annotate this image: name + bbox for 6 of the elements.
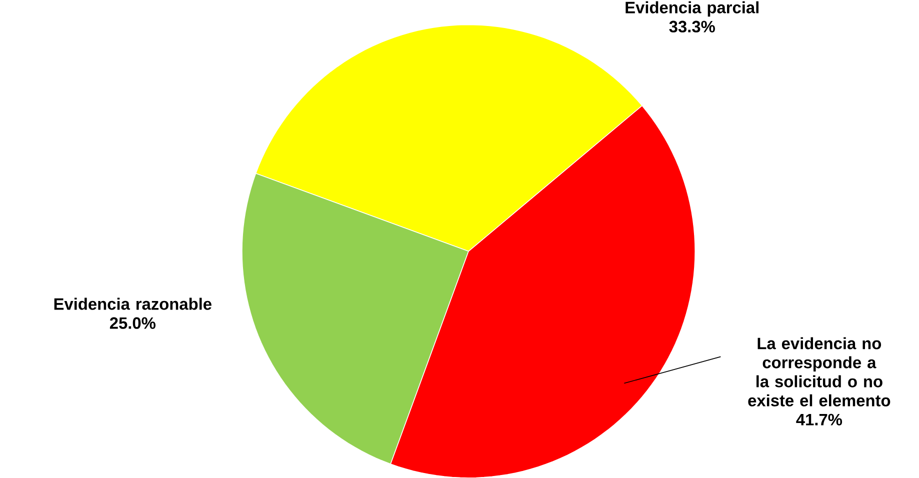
data-label: 33.3% <box>669 20 715 32</box>
data-label: 25.0% <box>110 317 156 329</box>
data-label: 41.7% <box>796 414 842 426</box>
slice-label: Evidencia parcial <box>626 1 758 16</box>
slice-label: Evidencia razonable <box>54 298 212 310</box>
slice-label: La evidencia no corresponde a la solicitud o no existe el elemento <box>748 337 890 406</box>
